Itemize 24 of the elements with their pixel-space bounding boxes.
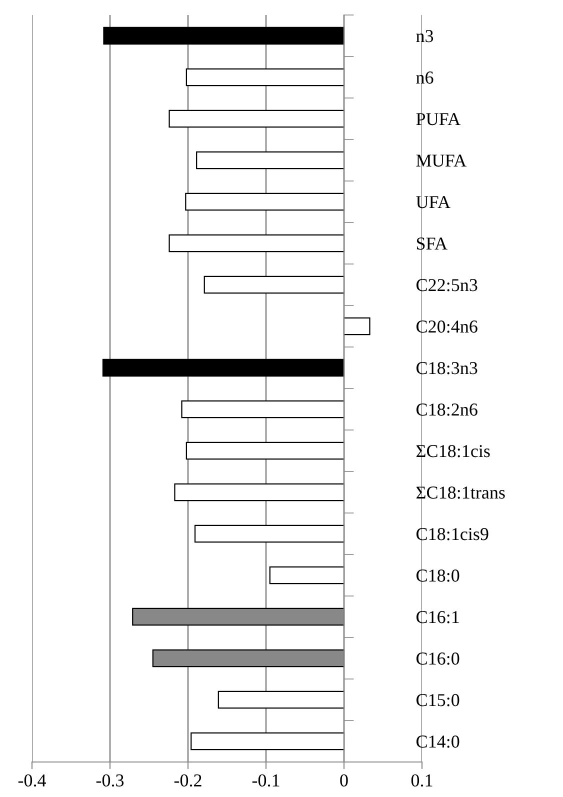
x-tick-label: -0.3: [96, 774, 124, 787]
y-tick-label: ΣC18:1trans: [416, 486, 505, 499]
x-tick-label: -0.4: [18, 774, 46, 787]
y-tick-label: C16:1: [416, 611, 459, 624]
x-tick-label: -0.1: [252, 774, 280, 787]
y-tick-label: MUFA: [416, 154, 466, 167]
y-tick-label: UFA: [416, 196, 450, 208]
y-tick-label: C14:0: [416, 736, 460, 748]
y-tick-label: C18:3n3: [416, 362, 478, 374]
y-tick-label: n3: [416, 30, 434, 42]
y-tick-label: C18:2n6: [416, 404, 478, 416]
y-tick-label: n6: [416, 72, 434, 84]
y-tick-label: C18:1cis9: [416, 528, 488, 540]
y-tick-label: C16:0: [416, 652, 460, 665]
y-tick-label: ΣC18:1cis: [416, 445, 490, 458]
y-tick-label: PUFA: [416, 113, 460, 126]
y-tick-label: C18:0: [416, 570, 460, 582]
y-tick-label: C22:5n3: [416, 279, 478, 292]
y-tick-label: SFA: [416, 238, 448, 250]
y-tick-label: C20:4n6: [416, 320, 478, 333]
x-tick-label: -0.2: [174, 774, 202, 787]
x-tick-label: 0.1: [411, 774, 432, 787]
x-tick-label: 0: [340, 774, 348, 787]
y-tick-label: C15:0: [416, 694, 460, 706]
